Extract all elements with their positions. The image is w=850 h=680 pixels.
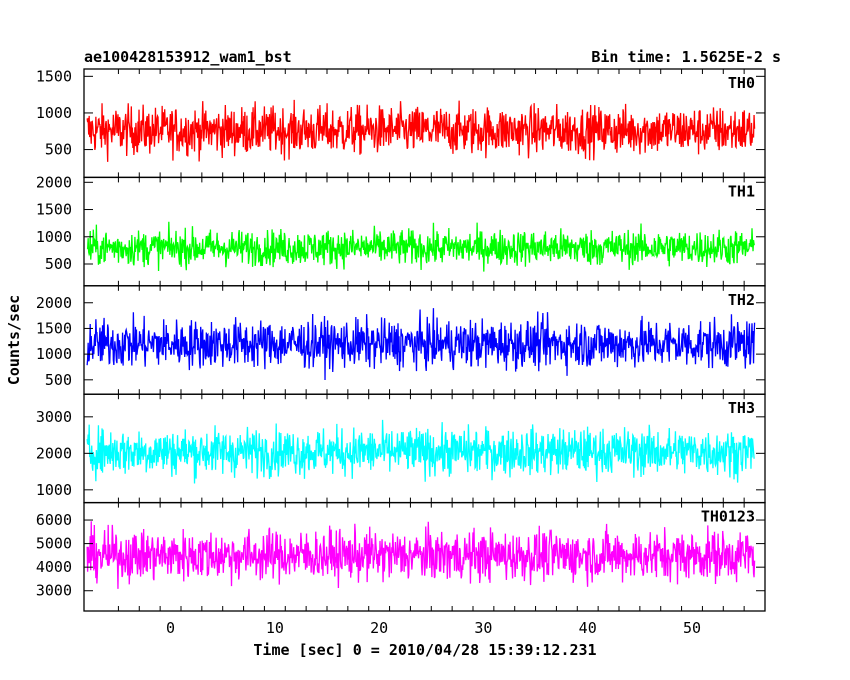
y-tick-label: 2000 [36, 444, 72, 462]
series-th3 [86, 419, 755, 484]
x-tick-label: 20 [370, 619, 388, 637]
panel-label-th3: TH3 [728, 399, 755, 417]
y-tick-label: 1000 [36, 345, 72, 363]
x-tick-label: 0 [166, 619, 175, 637]
x-tick-label: 40 [579, 619, 597, 637]
y-tick-label: 1500 [36, 67, 72, 85]
panel-label-th1: TH1 [728, 182, 755, 200]
chart-subtitle: Bin time: 1.5625E-2 s [591, 48, 781, 66]
y-tick-label: 500 [45, 141, 72, 159]
y-tick-label: 1500 [36, 201, 72, 219]
series-th1 [86, 221, 756, 272]
y-tick-label: 4000 [36, 558, 72, 576]
y-tick-label: 3000 [36, 408, 72, 426]
x-tick-label: 50 [683, 619, 701, 637]
y-tick-label: 2000 [36, 173, 72, 191]
panel-frame-th0123 [83, 501, 766, 612]
chart-title: ae100428153912_wam1_bst [84, 48, 292, 66]
y-tick-label: 1000 [36, 481, 72, 499]
x-axis-label: Time [sec] 0 = 2010/04/28 15:39:12.231 [253, 641, 596, 659]
panel-label-th2: TH2 [728, 291, 755, 309]
y-tick-label: 1000 [36, 104, 72, 122]
y-tick-label: 1500 [36, 319, 72, 337]
y-tick-label: 500 [45, 371, 72, 389]
y-tick-label: 2000 [36, 294, 72, 312]
y-axis-label: Counts/sec [5, 295, 23, 385]
x-tick-label: 10 [266, 619, 284, 637]
panel-label-th0123: TH0123 [701, 508, 755, 526]
series-th0 [86, 99, 756, 162]
y-tick-label: 3000 [36, 582, 72, 600]
y-tick-label: 6000 [36, 511, 72, 529]
y-tick-label: 500 [45, 255, 72, 273]
y-tick-label: 5000 [36, 535, 72, 553]
x-tick-label: 30 [474, 619, 492, 637]
series-th2 [86, 308, 756, 380]
panel-label-th0: TH0 [728, 74, 755, 92]
series-th0123 [86, 521, 756, 589]
y-tick-label: 1000 [36, 228, 72, 246]
